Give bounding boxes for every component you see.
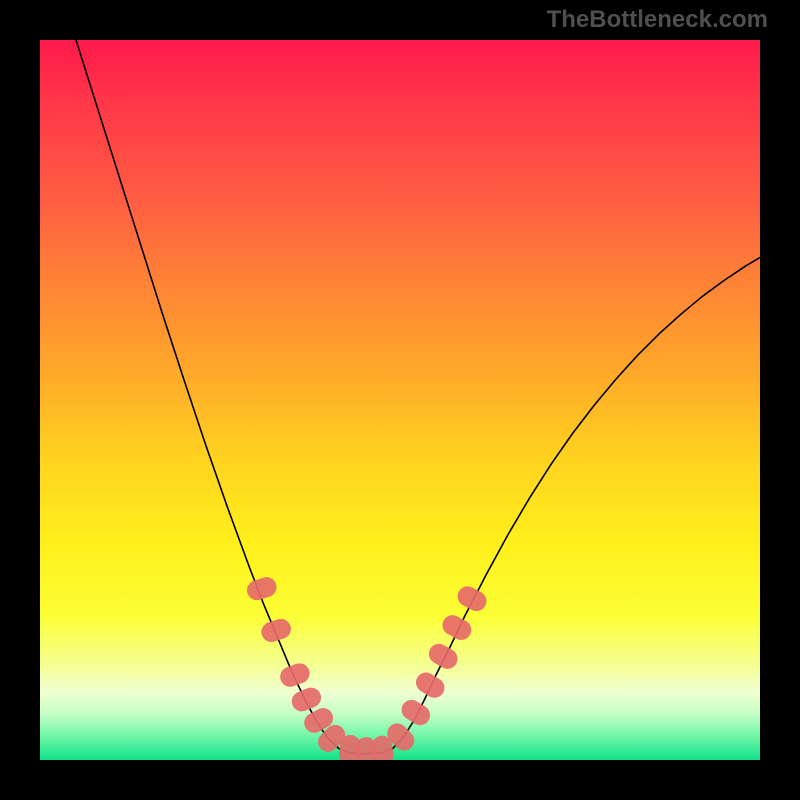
figure-root: TheBottleneck.com [0,0,800,800]
chart-svg [0,0,800,800]
watermark-text: TheBottleneck.com [547,6,768,34]
plot-background [40,40,760,760]
